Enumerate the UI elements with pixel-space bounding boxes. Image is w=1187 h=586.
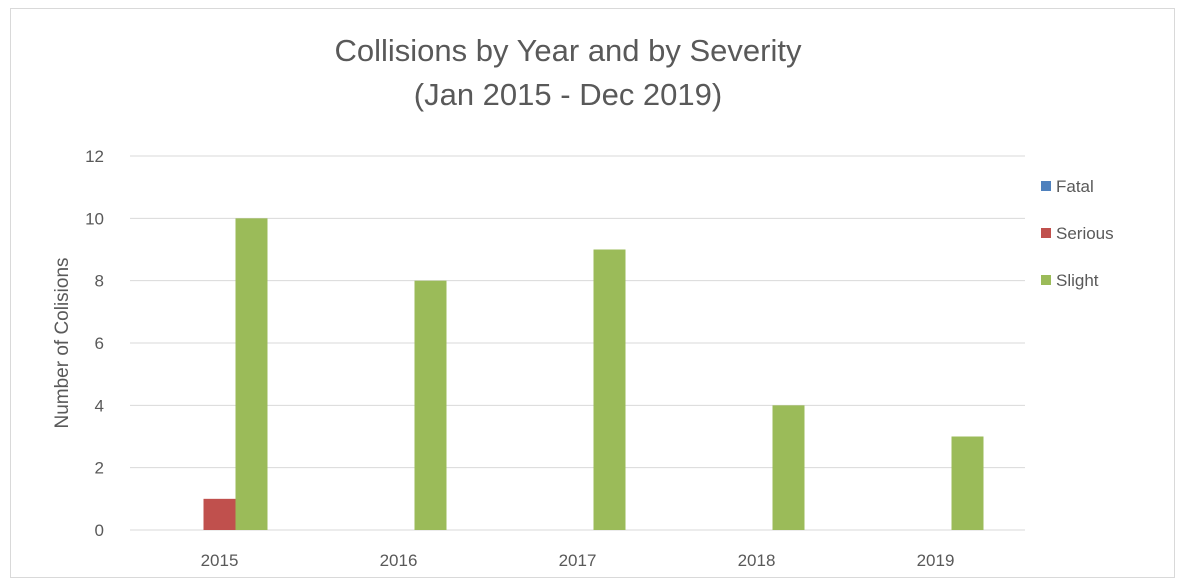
- bar-serious-2015: [203, 498, 236, 530]
- chart-title: Collisions by Year and by Severity: [335, 33, 802, 68]
- bars: [203, 218, 984, 531]
- legend-label-serious: Serious: [1056, 224, 1114, 243]
- y-tick-labels: 0 2 4 6 8 10 12: [85, 147, 104, 540]
- y-tick-label: 0: [95, 521, 104, 540]
- bar-slight-2019: [951, 436, 984, 530]
- bar-slight-2016: [414, 280, 447, 530]
- legend-label-fatal: Fatal: [1056, 177, 1094, 196]
- y-tick-label: 6: [95, 334, 104, 353]
- legend-swatch-serious: [1041, 228, 1051, 238]
- gridlines: [130, 155, 1025, 531]
- legend-swatch-fatal: [1041, 181, 1051, 191]
- bar-slight-2018: [772, 405, 805, 530]
- x-tick-label: 2018: [738, 551, 776, 570]
- chart-subtitle: (Jan 2015 - Dec 2019): [414, 77, 722, 112]
- legend: Fatal Serious Slight: [1041, 177, 1114, 290]
- x-tick-label: 2017: [559, 551, 597, 570]
- y-tick-label: 10: [85, 209, 104, 228]
- x-tick-label: 2015: [201, 551, 239, 570]
- y-tick-label: 2: [95, 459, 104, 478]
- legend-label-slight: Slight: [1056, 271, 1099, 290]
- y-tick-label: 8: [95, 272, 104, 291]
- x-tick-label: 2016: [380, 551, 418, 570]
- bar-slight-2015: [235, 218, 268, 531]
- y-tick-label: 12: [85, 147, 104, 166]
- y-tick-label: 4: [95, 396, 104, 415]
- bar-slight-2017: [593, 249, 626, 530]
- x-tick-labels: 2015 2016 2017 2018 2019: [201, 551, 955, 570]
- y-axis-title: Number of Colisions: [52, 257, 73, 428]
- x-tick-label: 2019: [917, 551, 955, 570]
- legend-swatch-slight: [1041, 275, 1051, 285]
